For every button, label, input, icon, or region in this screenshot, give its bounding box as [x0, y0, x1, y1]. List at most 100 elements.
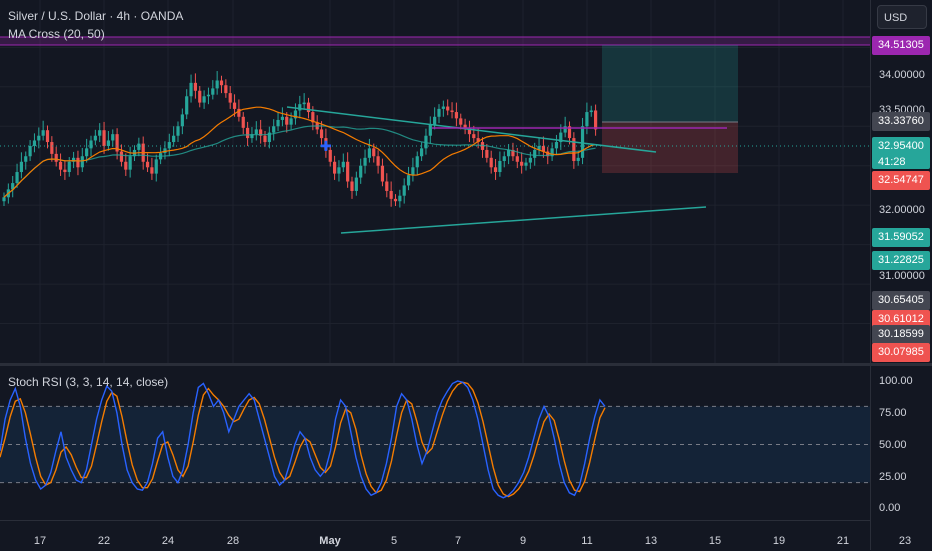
candle-body [128, 156, 132, 170]
candle-body [58, 161, 63, 170]
candle-body [367, 148, 371, 158]
candle-body [189, 82, 193, 97]
candle-body [459, 118, 463, 125]
ma-cross-indicator-label[interactable]: MA Cross (20, 50) [8, 27, 105, 41]
symbol-title[interactable]: Silver / U.S. Dollar · 4h · OANDA [8, 9, 184, 23]
time-tick: 15 [708, 535, 722, 547]
candle-body [576, 157, 580, 161]
rsi-tick: 100.00 [879, 375, 913, 387]
candle-body [293, 110, 298, 119]
candle-body [254, 129, 258, 135]
candle-body [45, 130, 50, 143]
price-chart-pane[interactable]: ✚ Silver / U.S. Dollar · 4h · OANDA MA C… [0, 0, 870, 363]
candle-body [224, 85, 228, 94]
price-tag: 30.18599 [872, 325, 930, 344]
candle-body [533, 149, 537, 158]
last-price-value: 32.95400 [878, 140, 924, 152]
candle-body [206, 94, 211, 97]
time-axis[interactable]: 17 22 24 28 May 5 7 9 11 13 15 19 21 23 [0, 520, 911, 551]
candle-body [11, 183, 15, 190]
candle-body [450, 110, 454, 113]
price-tag: 30.61012 [872, 310, 930, 329]
candle-body [145, 161, 150, 168]
candle-body [193, 82, 197, 91]
candle-body [493, 167, 498, 173]
candle-body [76, 157, 80, 168]
candle-body [198, 90, 202, 103]
time-tick: 23 [898, 535, 912, 547]
candle-body [37, 135, 41, 141]
purple-zone [0, 37, 870, 45]
candle-body [498, 160, 502, 173]
bar-countdown: 41:28 [878, 156, 906, 168]
candle-body [424, 135, 428, 149]
price-chart[interactable]: ✚ [0, 0, 870, 363]
candle-body [124, 161, 128, 170]
candle-body [489, 157, 493, 168]
candle-body [406, 175, 411, 186]
ma-fast-line [3, 106, 596, 198]
candle-body [415, 156, 419, 168]
candle-body [115, 134, 119, 152]
candle-body [515, 156, 519, 162]
stoch-rsi-label[interactable]: Stoch RSI (3, 3, 14, 14, close) [8, 375, 169, 389]
candle-body [528, 157, 532, 163]
candle-body [119, 151, 124, 162]
time-tick: May [319, 535, 341, 547]
candle-body [380, 165, 385, 182]
candle-body [454, 112, 458, 119]
candle-body [215, 80, 219, 89]
target-price-tag: 33.33760 [872, 112, 930, 131]
candle-body [246, 127, 250, 139]
time-tick: 17 [33, 535, 47, 547]
candle-body [402, 185, 406, 196]
candle-body [354, 177, 358, 191]
candle-body [289, 118, 293, 125]
candle-body [80, 156, 84, 168]
candle-body [594, 110, 598, 130]
candle-body [32, 140, 37, 146]
price-tag: 30.65405 [872, 291, 930, 310]
cross-marker-icon: ✚ [320, 138, 332, 154]
currency-button[interactable]: USD [877, 5, 927, 29]
candle-body [167, 142, 171, 149]
candle-body [241, 116, 245, 128]
candle-body [572, 138, 576, 161]
candle-body [546, 151, 550, 157]
candle-body [350, 181, 354, 191]
time-tick: 7 [454, 535, 462, 547]
candle-body [589, 110, 593, 113]
candle-body [376, 156, 380, 166]
candle-body [319, 129, 324, 139]
candle-body [19, 161, 23, 173]
last-price-tag: 32.95400 41:28 [872, 137, 930, 169]
candle-body [111, 134, 115, 141]
candle-body [298, 104, 302, 111]
price-tick: 31.00000 [879, 270, 925, 282]
stoch-k-line [0, 380, 606, 499]
candle-body [202, 96, 206, 103]
candle-body [580, 126, 585, 158]
candle-body [24, 156, 28, 162]
candle-body [467, 127, 472, 135]
stoch-rsi-pane[interactable]: Stoch RSI (3, 3, 14, 14, close) [0, 367, 870, 520]
time-tick: 22 [97, 535, 111, 547]
candle-body [63, 169, 67, 173]
candle-body [346, 161, 350, 182]
price-axis[interactable]: USD 34.00000 33.50000 32.00000 31.00000 … [871, 0, 932, 550]
candle-body [211, 88, 215, 95]
candle-body [302, 102, 306, 105]
candle-body [363, 157, 367, 166]
rsi-tick: 0.00 [879, 502, 901, 514]
candle-body [306, 102, 311, 113]
candle-body [585, 112, 589, 127]
stop-price-tag: 32.54747 [872, 171, 930, 190]
candle-body [433, 116, 437, 125]
candle-body [150, 167, 154, 174]
candle-body [476, 138, 480, 143]
pane-separator[interactable] [0, 363, 932, 366]
candle-body [67, 161, 71, 173]
candle-body [389, 190, 393, 199]
stoch-rsi-chart[interactable] [0, 367, 870, 520]
lower-trendline [340, 206, 707, 234]
